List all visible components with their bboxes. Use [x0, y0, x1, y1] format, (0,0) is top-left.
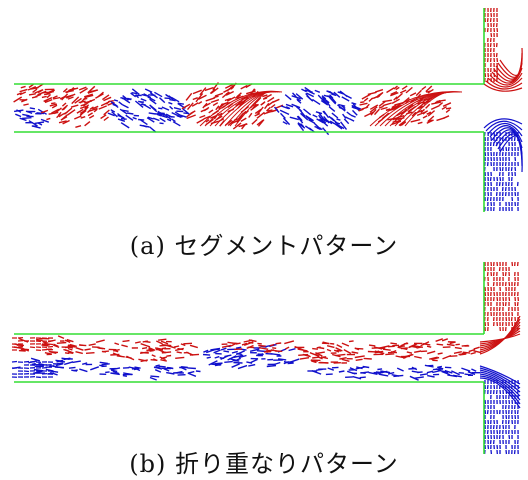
fold-band-3	[96, 338, 200, 363]
junction-blue-arc-1	[483, 118, 523, 129]
junction-red-arc-9	[499, 47, 523, 77]
junction-blue-arc-4	[479, 371, 521, 397]
junction-red-arc-7	[479, 315, 521, 355]
fold-band-9	[380, 338, 482, 362]
junction-red-arc-4	[489, 72, 523, 86]
outlet-blue-stream	[483, 379, 520, 455]
junction-blue-arc-3	[487, 122, 523, 137]
fold-band-10	[380, 364, 481, 381]
fold-band-5	[202, 343, 300, 370]
fluid-segment-6	[273, 86, 362, 136]
caption-panel-a: (a) セグメントパターン	[129, 232, 399, 260]
fold-band-inlet-red	[11, 337, 54, 352]
fold-band-1	[13, 335, 105, 356]
fluid-segment-3	[40, 85, 115, 128]
swirl-arc-b-8	[404, 91, 449, 127]
panel-b-channel-walls	[14, 262, 485, 454]
junction-blue-arc-2	[479, 367, 521, 389]
junction-blue-arc-7	[479, 377, 521, 409]
panel-a-segment-pattern	[13, 7, 523, 212]
junction-blue-arc-3	[479, 369, 521, 393]
junction-blue-arc-1	[479, 365, 521, 385]
fold-band-2	[12, 357, 110, 376]
junction-blue-arc-5	[479, 373, 521, 401]
caption-panel-b: (b) 折り重なりパターン	[129, 450, 399, 478]
fluid-segment-2	[14, 107, 50, 129]
junction-red-arc-3	[487, 77, 523, 88]
junction-blue-arc-6	[479, 375, 521, 405]
panel-a-channel-walls	[14, 8, 485, 212]
junction-blue-arc-4	[489, 125, 523, 143]
junction-blue-arc-2	[485, 120, 523, 132]
fold-band-inlet-blue	[11, 360, 54, 379]
panel-a-fluid-particles	[13, 7, 523, 212]
fold-band-8	[307, 365, 390, 380]
fluid-segment-1	[13, 83, 58, 106]
swirl-arc-8	[234, 91, 269, 127]
panel-b-folding-pattern	[11, 261, 521, 455]
fold-band-4	[99, 364, 201, 381]
panel-b-fluid-particles	[11, 261, 521, 455]
fluid-segment-5	[181, 82, 284, 130]
fold-band-7	[294, 340, 385, 364]
junction-blue-arc-9	[499, 135, 523, 173]
junction-red-arc-2	[485, 80, 523, 90]
inlet-red-stream	[483, 261, 520, 332]
junction-red-arc-1	[483, 83, 523, 92]
inlet-red-stream	[484, 7, 499, 83]
fluid-segment-4	[107, 88, 190, 133]
fold-band-6	[221, 339, 295, 354]
